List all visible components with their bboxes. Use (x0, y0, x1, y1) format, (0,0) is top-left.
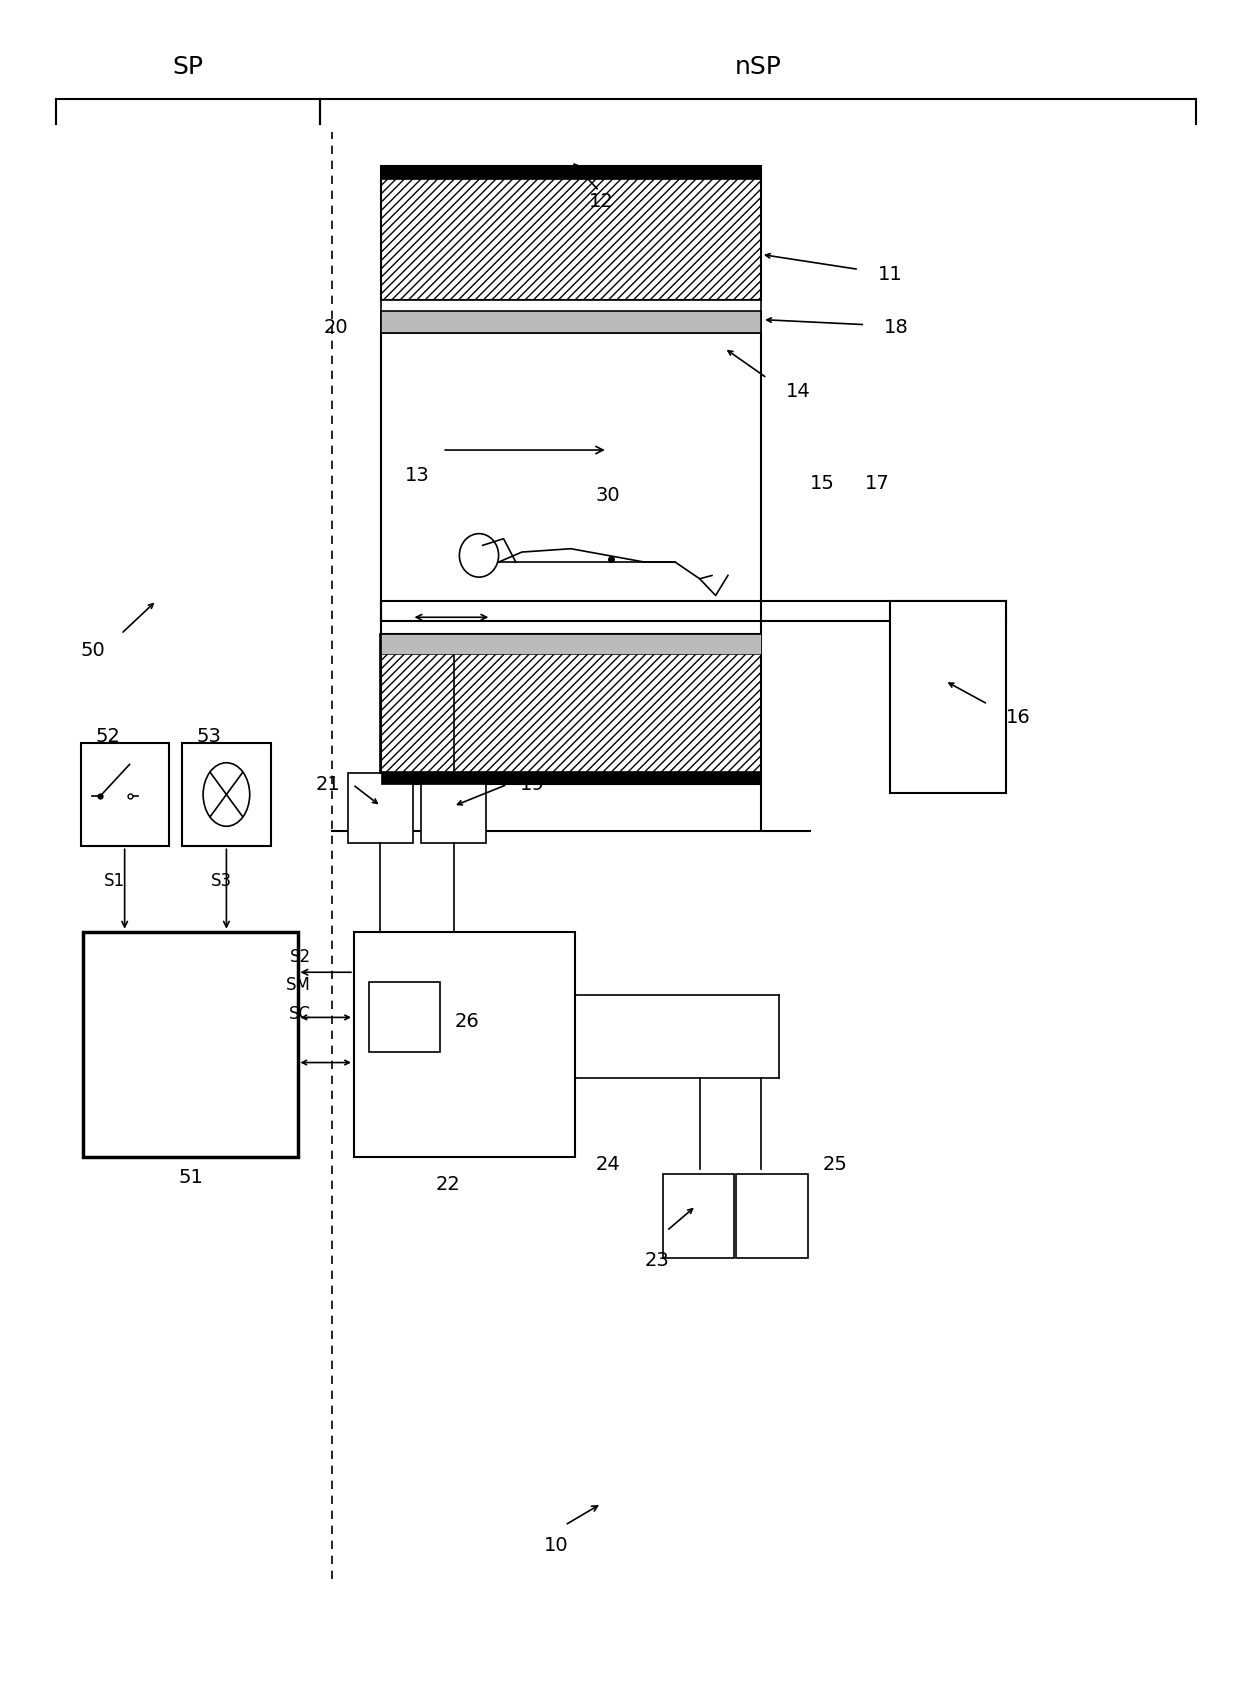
Text: 30: 30 (595, 486, 620, 504)
Text: 50: 50 (81, 641, 105, 661)
Text: 16: 16 (1006, 708, 1030, 727)
Bar (381, 165, 761, 179)
Text: SP: SP (172, 56, 203, 79)
Text: 22: 22 (436, 1175, 461, 1194)
Text: 53: 53 (197, 727, 222, 745)
Text: S2: S2 (290, 948, 311, 966)
Text: 19: 19 (520, 776, 544, 794)
Bar (83, 932, 298, 1157)
Bar (347, 772, 413, 843)
Text: 21: 21 (316, 776, 341, 794)
Text: 12: 12 (589, 192, 614, 211)
Text: 51: 51 (179, 1168, 203, 1187)
Text: 14: 14 (785, 383, 810, 401)
Text: 20: 20 (324, 319, 348, 337)
Bar (381, 634, 761, 784)
Bar (368, 981, 440, 1052)
Text: 11: 11 (878, 265, 903, 283)
Text: 25: 25 (822, 1155, 847, 1173)
Text: 15: 15 (810, 474, 835, 492)
Text: SC: SC (289, 1005, 311, 1022)
Text: 17: 17 (866, 474, 890, 492)
Text: 10: 10 (544, 1536, 569, 1554)
Bar (381, 165, 761, 300)
Bar (182, 742, 270, 846)
Text: 26: 26 (455, 1012, 479, 1032)
Bar (663, 1173, 734, 1258)
Bar (381, 312, 761, 334)
Bar (890, 600, 1006, 792)
Text: 23: 23 (645, 1251, 670, 1270)
Bar (353, 932, 574, 1157)
Text: S1: S1 (104, 872, 125, 890)
Bar (81, 742, 169, 846)
Text: nSP: nSP (734, 56, 781, 79)
Text: 13: 13 (405, 465, 430, 484)
Text: SM: SM (286, 976, 311, 995)
Text: 52: 52 (95, 727, 120, 745)
Bar (381, 300, 761, 334)
Text: 18: 18 (884, 319, 909, 337)
Text: S3: S3 (211, 872, 232, 890)
Text: 24: 24 (595, 1155, 620, 1173)
Bar (422, 772, 486, 843)
Bar (381, 771, 761, 784)
Bar (381, 634, 761, 654)
Bar (737, 1173, 807, 1258)
